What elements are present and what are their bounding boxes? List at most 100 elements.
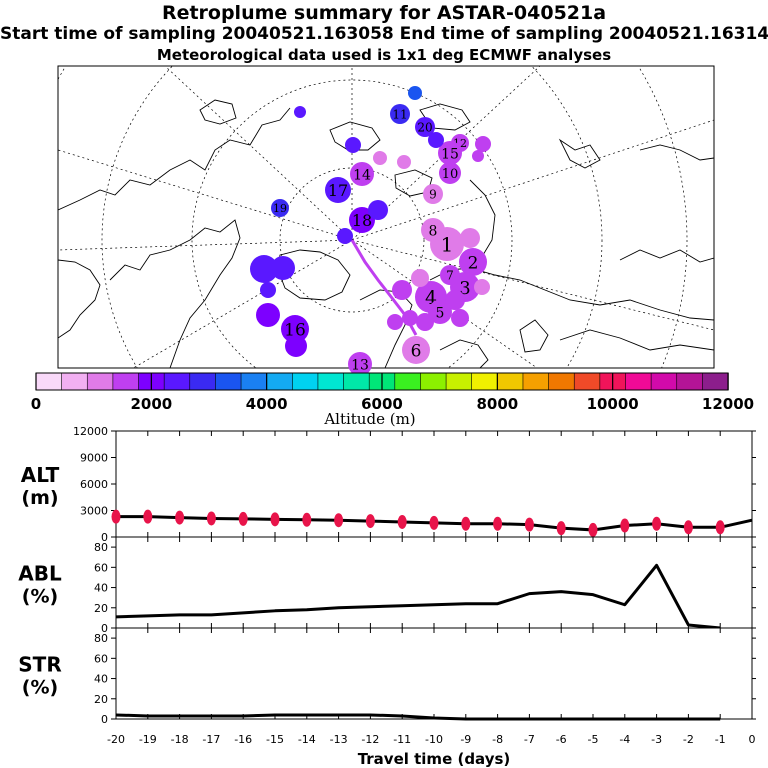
panel-abl: 0 20 40 60 80 ABL(%) bbox=[18, 536, 756, 635]
map-marker-label: 8 bbox=[429, 223, 438, 239]
y-tick-label: 6000 bbox=[80, 478, 108, 491]
map-marker-day-20 bbox=[415, 117, 435, 137]
map-plume-blob bbox=[250, 255, 278, 283]
x-tick-label: -2 bbox=[683, 733, 694, 746]
colorbar-tick-label: 2000 bbox=[130, 395, 172, 413]
map-marker-label: 11 bbox=[392, 108, 407, 122]
map-plume-blob bbox=[271, 256, 295, 280]
alt-data-point bbox=[620, 518, 630, 533]
colorbar-tick-label: 0 bbox=[31, 395, 41, 413]
colorbar-tick-label: 6000 bbox=[361, 395, 403, 413]
map-marker-day-6 bbox=[402, 336, 430, 364]
map-marker-label: 14 bbox=[353, 167, 371, 183]
map-marker-label: 13 bbox=[351, 357, 369, 373]
y-axis-label-unit: (%) bbox=[22, 586, 58, 608]
colorbar-segment bbox=[702, 372, 729, 391]
map-frame bbox=[57, 65, 715, 369]
x-tick-label: -12 bbox=[361, 733, 379, 746]
alt-data-point bbox=[143, 509, 153, 524]
map-plume-blob bbox=[397, 155, 411, 169]
y-tick-label: 0 bbox=[101, 531, 108, 544]
map-plume-blob bbox=[411, 269, 429, 287]
alt-data-point bbox=[302, 512, 312, 527]
colorbar-segment bbox=[548, 372, 575, 391]
y-axis-label-unit: (%) bbox=[22, 677, 58, 699]
x-tick-label: -7 bbox=[524, 733, 535, 746]
map-marker-label: 5 bbox=[436, 305, 445, 321]
y-tick-label: 0 bbox=[101, 622, 108, 635]
map-marker-day-8 bbox=[421, 218, 445, 242]
abl-line bbox=[115, 563, 721, 630]
map-plume-blob bbox=[373, 151, 387, 165]
x-tick-label: -6 bbox=[556, 733, 567, 746]
x-tick-label: -17 bbox=[202, 733, 220, 746]
map-plume-blob bbox=[416, 313, 434, 331]
colorbar-tick-label: 10000 bbox=[587, 395, 639, 413]
map-plume-blob bbox=[428, 132, 444, 148]
y-tick-label: 40 bbox=[94, 673, 108, 686]
alt-data-point bbox=[206, 511, 216, 526]
map-plume-blob bbox=[260, 282, 276, 298]
y-axis-label: STR bbox=[18, 653, 61, 677]
colorbar-segment bbox=[266, 372, 293, 391]
y-axis-label-unit: (m) bbox=[21, 487, 58, 509]
alt-data-point bbox=[111, 509, 121, 524]
alt-data-point bbox=[683, 520, 693, 535]
y-tick-label: 80 bbox=[94, 632, 108, 645]
colorbar-segment bbox=[573, 372, 601, 391]
y-tick-label: 40 bbox=[94, 582, 108, 595]
y-tick-label: 60 bbox=[94, 561, 108, 574]
map-marker-label: 15 bbox=[441, 146, 459, 162]
colorbar: 0 2000 4000 6000 8000 10000 12000 Altitude (m) bbox=[31, 372, 754, 428]
map-marker-day-9 bbox=[423, 184, 443, 204]
map-plume-blob bbox=[460, 228, 480, 248]
colorbar-tick-label: 4000 bbox=[246, 395, 288, 413]
colorbar-segment bbox=[112, 372, 140, 391]
x-tick-label: -10 bbox=[425, 733, 443, 746]
map-marker-label: 2 bbox=[468, 253, 479, 273]
map-plume-blob bbox=[408, 86, 422, 100]
colorbar-segment bbox=[240, 372, 268, 391]
colorbar-segment bbox=[317, 372, 345, 391]
map-marker-label: 9 bbox=[429, 188, 437, 202]
x-tick-label: -14 bbox=[298, 733, 316, 746]
map-marker-day-5 bbox=[428, 300, 452, 324]
alt-data-point bbox=[588, 522, 598, 537]
plot-title: Retroplume summary for ASTAR-040521a bbox=[161, 2, 607, 24]
colorbar-segment bbox=[86, 372, 114, 391]
colorbar-tick-label: 12000 bbox=[702, 395, 754, 413]
map-marker-label: 20 bbox=[417, 121, 432, 135]
x-tick-label: -1 bbox=[715, 733, 726, 746]
map-marker-day-11 bbox=[390, 104, 410, 124]
map-plume-blob bbox=[285, 335, 307, 357]
map-marker-day-13 bbox=[348, 352, 372, 376]
map-marker-label: 1 bbox=[441, 233, 454, 257]
colorbar-segment bbox=[471, 372, 499, 391]
x-tick-label: -20 bbox=[107, 733, 125, 746]
map-marker-day-15 bbox=[438, 141, 462, 165]
x-tick-label: -13 bbox=[330, 733, 348, 746]
x-tick-label: -4 bbox=[619, 733, 630, 746]
alt-data-point bbox=[429, 515, 439, 530]
alt-data-point bbox=[461, 516, 471, 531]
map-marker-label: 18 bbox=[352, 211, 372, 230]
x-tick-label: -3 bbox=[651, 733, 662, 746]
sampling-time-line: Start time of sampling 20040521.163058 E… bbox=[0, 24, 768, 44]
map-plume-blob bbox=[474, 279, 490, 295]
colorbar-segment bbox=[650, 372, 678, 391]
map-marker-day-2 bbox=[459, 248, 487, 276]
y-axis-label: ABL bbox=[18, 562, 62, 586]
map-plume-blob bbox=[472, 150, 484, 162]
x-tick-label: -19 bbox=[139, 733, 157, 746]
colorbar-segment bbox=[189, 372, 217, 391]
y-tick-label: 20 bbox=[94, 602, 108, 615]
panel-frame bbox=[115, 627, 753, 720]
y-tick-label: 0 bbox=[101, 713, 108, 726]
alt-data-point bbox=[175, 510, 185, 525]
map-marker-day-10 bbox=[439, 162, 461, 184]
colorbar-segment bbox=[522, 372, 550, 391]
map-plume-blob bbox=[402, 310, 418, 326]
alt-data-point bbox=[524, 517, 534, 532]
